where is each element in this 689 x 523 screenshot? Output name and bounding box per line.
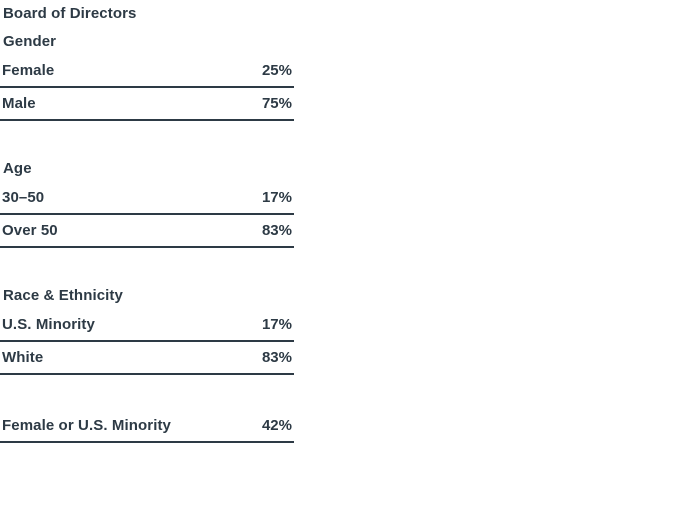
section-age: Age 30–50 17% Over 50 83%	[0, 160, 294, 248]
section-heading-age: Age	[3, 160, 32, 177]
section-gender: Gender Female 25% Male 75%	[0, 33, 294, 121]
table-row: U.S. Minority 17%	[0, 309, 294, 342]
section-heading-race-ethnicity: Race & Ethnicity	[3, 287, 123, 304]
row-label: Female or U.S. Minority	[2, 417, 171, 434]
board-of-directors-table: Board of Directors Gender Female 25% Mal…	[0, 0, 294, 443]
row-label: 30–50	[2, 189, 45, 206]
row-label: Female	[2, 62, 55, 79]
row-label: Over 50	[2, 222, 58, 239]
table-row: Over 50 83%	[0, 215, 294, 248]
table-row: Male 75%	[0, 88, 294, 121]
table-row: Female or U.S. Minority 42%	[0, 410, 294, 443]
row-label: U.S. Minority	[2, 316, 95, 333]
row-value: 25%	[261, 62, 292, 79]
row-value: 75%	[261, 95, 292, 112]
row-value: 83%	[261, 349, 292, 366]
row-label: Male	[2, 95, 36, 112]
table-row: 30–50 17%	[0, 182, 294, 215]
table-row: Female 25%	[0, 55, 294, 88]
row-value: 17%	[261, 316, 292, 333]
row-label: White	[2, 349, 44, 366]
row-value: 83%	[261, 222, 292, 239]
row-value: 42%	[261, 417, 292, 434]
section-heading-gender: Gender	[3, 33, 57, 50]
section-race-ethnicity: Race & Ethnicity U.S. Minority 17% White…	[0, 287, 294, 375]
page-title: Board of Directors	[3, 5, 137, 22]
table-row: White 83%	[0, 342, 294, 375]
section-female-or-us-minority: Female or U.S. Minority 42%	[0, 410, 294, 443]
row-value: 17%	[261, 189, 292, 206]
